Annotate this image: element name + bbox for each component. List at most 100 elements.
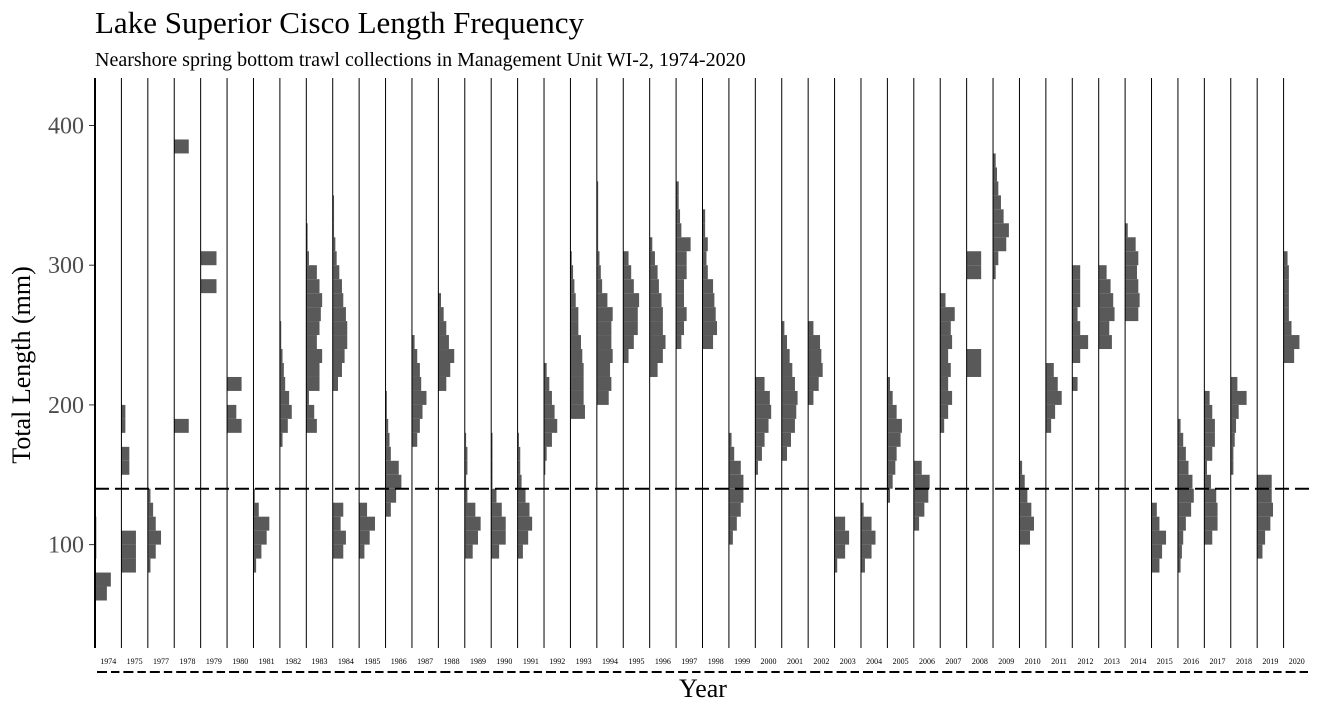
bar — [966, 265, 982, 280]
bar — [1098, 293, 1114, 308]
bar — [464, 460, 468, 475]
bar — [385, 460, 399, 475]
bar — [993, 223, 1009, 238]
bar — [517, 488, 526, 503]
bar — [332, 209, 335, 224]
bar — [623, 279, 634, 294]
bar — [570, 390, 584, 405]
bar — [570, 265, 574, 280]
bar — [1098, 335, 1112, 350]
panel-label: 2017 — [1210, 657, 1226, 666]
y-tick-label: 400 — [48, 114, 84, 140]
bar — [993, 181, 999, 196]
bar — [464, 544, 473, 559]
bar — [887, 418, 902, 433]
panel-label: 1987 — [417, 657, 433, 666]
bar — [279, 335, 282, 350]
panel-label: 1978 — [179, 657, 195, 666]
bar — [808, 349, 822, 363]
bar — [676, 279, 685, 294]
bar — [781, 321, 785, 336]
bar — [596, 237, 599, 252]
bar — [887, 488, 891, 503]
bar — [1257, 544, 1263, 559]
bar — [781, 432, 791, 447]
bar — [227, 376, 242, 391]
bar — [332, 349, 345, 363]
bar — [121, 446, 130, 461]
bar — [1045, 390, 1062, 405]
bar — [676, 265, 687, 280]
panel-label: 1985 — [364, 657, 380, 666]
bar — [781, 349, 790, 363]
bar — [570, 307, 579, 322]
y-tick-label: 300 — [48, 253, 84, 279]
bar — [702, 209, 706, 224]
bar — [306, 251, 309, 266]
panel-label: 2004 — [866, 657, 882, 666]
bar — [279, 349, 283, 363]
bar — [517, 432, 519, 447]
bar — [1045, 363, 1054, 377]
bar — [755, 432, 765, 447]
bar — [1177, 474, 1193, 489]
bar — [438, 307, 444, 322]
bar — [517, 446, 521, 461]
bar — [702, 265, 708, 280]
bar — [332, 321, 348, 336]
bar — [702, 223, 706, 238]
bar — [1177, 544, 1182, 559]
bar — [385, 404, 387, 419]
bar — [306, 237, 308, 252]
bar — [306, 404, 315, 419]
bar — [570, 376, 584, 391]
bar — [808, 390, 814, 405]
bar — [1019, 488, 1028, 503]
bar — [253, 558, 257, 573]
bar — [121, 460, 130, 475]
bar — [993, 153, 996, 168]
y-axis-label: Total Length (mm) — [7, 266, 36, 463]
bar — [544, 363, 547, 377]
panel-label: 1993 — [576, 657, 592, 666]
bar — [1125, 223, 1128, 238]
bar — [464, 432, 467, 447]
bar — [676, 209, 681, 224]
bar — [1204, 502, 1218, 517]
bar — [860, 558, 865, 573]
bar — [359, 502, 368, 517]
bar — [491, 516, 506, 531]
bar — [781, 418, 795, 433]
bar — [306, 335, 317, 350]
bar — [544, 418, 558, 433]
bar — [491, 544, 500, 559]
bar — [1019, 460, 1023, 475]
bar — [1204, 474, 1211, 489]
bar — [1283, 293, 1289, 308]
panel-label: 1999 — [734, 657, 750, 666]
bar — [596, 209, 599, 224]
panel-label: 2013 — [1104, 657, 1120, 666]
bar — [676, 237, 691, 252]
bar — [438, 335, 449, 350]
bar — [596, 376, 612, 391]
bar — [332, 363, 342, 377]
bar — [993, 237, 1007, 252]
panel-label: 1975 — [127, 657, 143, 666]
bar — [676, 223, 682, 238]
bar — [702, 237, 708, 252]
panel-label: 2019 — [1262, 657, 1278, 666]
bar — [1098, 279, 1111, 294]
bar — [491, 446, 493, 461]
bar — [623, 265, 632, 280]
bar — [121, 404, 126, 419]
bar — [411, 390, 427, 405]
bar — [887, 460, 896, 475]
bar — [1177, 530, 1184, 545]
bar — [940, 335, 953, 350]
bar — [517, 530, 529, 545]
bar — [1125, 279, 1139, 294]
bar — [1204, 432, 1215, 447]
bar — [1098, 265, 1107, 280]
panel-label: 1996 — [655, 657, 671, 666]
